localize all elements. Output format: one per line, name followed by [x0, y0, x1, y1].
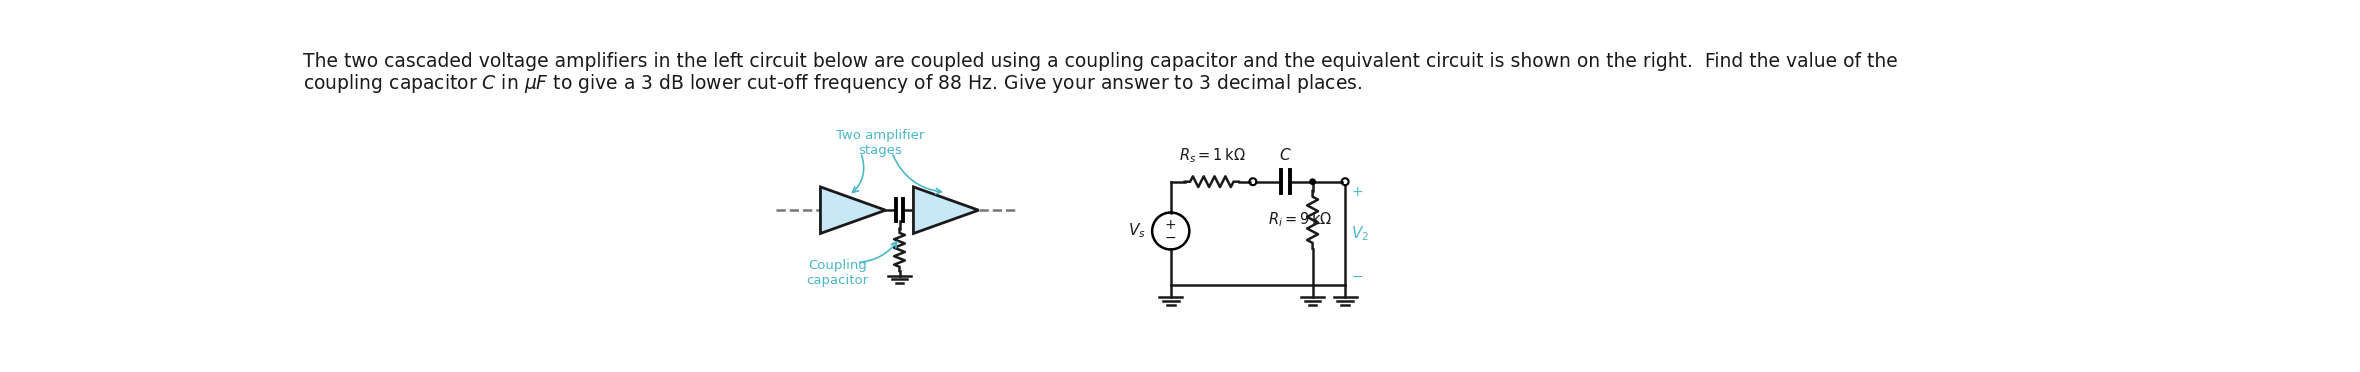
Text: $V_s$: $V_s$	[1128, 222, 1147, 240]
Text: The two cascaded voltage amplifiers in the left circuit below are coupled using : The two cascaded voltage amplifiers in t…	[302, 52, 1897, 71]
Text: +: +	[1352, 186, 1364, 199]
Text: Coupling
capacitor: Coupling capacitor	[807, 259, 868, 287]
Text: $C$: $C$	[1279, 147, 1291, 163]
Text: coupling capacitor $C$ in $\mu F$ to give a 3 dB lower cut-off frequency of 88 H: coupling capacitor $C$ in $\mu F$ to giv…	[302, 73, 1362, 95]
Polygon shape	[913, 187, 979, 234]
Text: $R_s = 1\,\mathrm{k\Omega}$: $R_s = 1\,\mathrm{k\Omega}$	[1178, 146, 1246, 165]
Circle shape	[1310, 179, 1315, 185]
Text: +: +	[1166, 218, 1178, 232]
Text: $V_2$: $V_2$	[1352, 224, 1369, 243]
Text: −: −	[1352, 270, 1364, 284]
Text: $R_i = 9\,\mathrm{k\Omega}$: $R_i = 9\,\mathrm{k\Omega}$	[1267, 211, 1331, 229]
Polygon shape	[821, 187, 885, 234]
Text: Two amplifier
stages: Two amplifier stages	[835, 129, 925, 157]
Text: −: −	[1166, 231, 1178, 245]
